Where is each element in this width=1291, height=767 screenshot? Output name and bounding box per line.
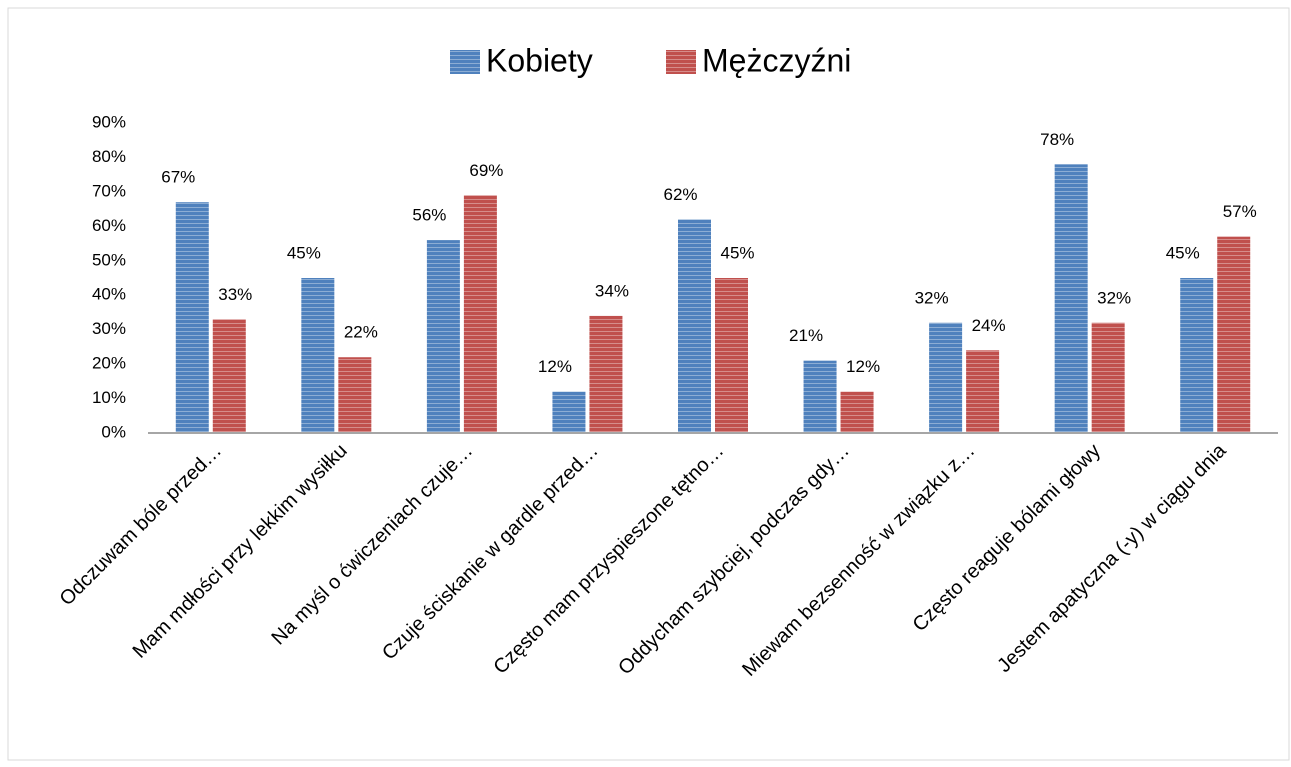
data-label: 45% xyxy=(720,243,754,262)
data-label: 45% xyxy=(287,243,321,262)
data-label: 12% xyxy=(846,357,880,376)
y-tick-label: 80% xyxy=(92,147,126,166)
y-tick-label: 40% xyxy=(92,285,126,304)
legend-swatch xyxy=(450,50,480,74)
y-tick-label: 10% xyxy=(92,388,126,407)
y-tick-label: 20% xyxy=(92,354,126,373)
legend-swatch xyxy=(666,50,696,74)
bar xyxy=(463,195,497,433)
bar xyxy=(589,315,623,433)
data-label: 22% xyxy=(344,323,378,342)
data-label: 33% xyxy=(218,285,252,304)
data-label: 69% xyxy=(469,161,503,180)
y-tick-label: 90% xyxy=(92,112,126,131)
bar xyxy=(803,360,837,433)
bar xyxy=(840,391,874,433)
data-label: 57% xyxy=(1223,202,1257,221)
y-tick-label: 50% xyxy=(92,250,126,269)
data-label: 45% xyxy=(1166,243,1200,262)
bar xyxy=(426,240,460,433)
y-tick-label: 60% xyxy=(92,216,126,235)
bar xyxy=(1091,322,1125,433)
y-tick-label: 70% xyxy=(92,181,126,200)
bar xyxy=(301,278,335,433)
bar xyxy=(966,350,1000,433)
data-label: 32% xyxy=(1097,288,1131,307)
data-label: 12% xyxy=(538,357,572,376)
bar xyxy=(715,278,748,433)
y-tick-label: 30% xyxy=(92,319,126,338)
bar xyxy=(1180,278,1214,433)
bar xyxy=(338,357,372,433)
data-label: 21% xyxy=(789,326,823,345)
legend-label: Kobiety xyxy=(486,42,593,78)
data-label: 34% xyxy=(595,281,629,300)
y-tick-label: 0% xyxy=(101,422,126,441)
bar xyxy=(552,391,586,433)
bar xyxy=(1054,164,1088,434)
data-label: 78% xyxy=(1040,130,1074,149)
bar xyxy=(212,319,246,433)
data-label: 56% xyxy=(412,206,446,225)
bar xyxy=(175,202,209,433)
bar xyxy=(678,219,711,433)
data-label: 32% xyxy=(915,288,949,307)
bar xyxy=(929,322,963,433)
data-label: 67% xyxy=(161,168,195,187)
data-label: 62% xyxy=(663,185,697,204)
legend-label: Mężczyźni xyxy=(702,42,851,78)
bar xyxy=(1217,236,1251,433)
data-label: 24% xyxy=(972,316,1006,335)
